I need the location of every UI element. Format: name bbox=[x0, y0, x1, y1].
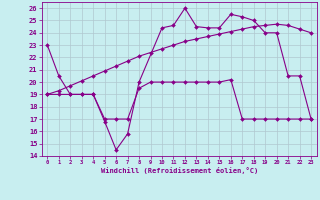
X-axis label: Windchill (Refroidissement éolien,°C): Windchill (Refroidissement éolien,°C) bbox=[100, 167, 258, 174]
